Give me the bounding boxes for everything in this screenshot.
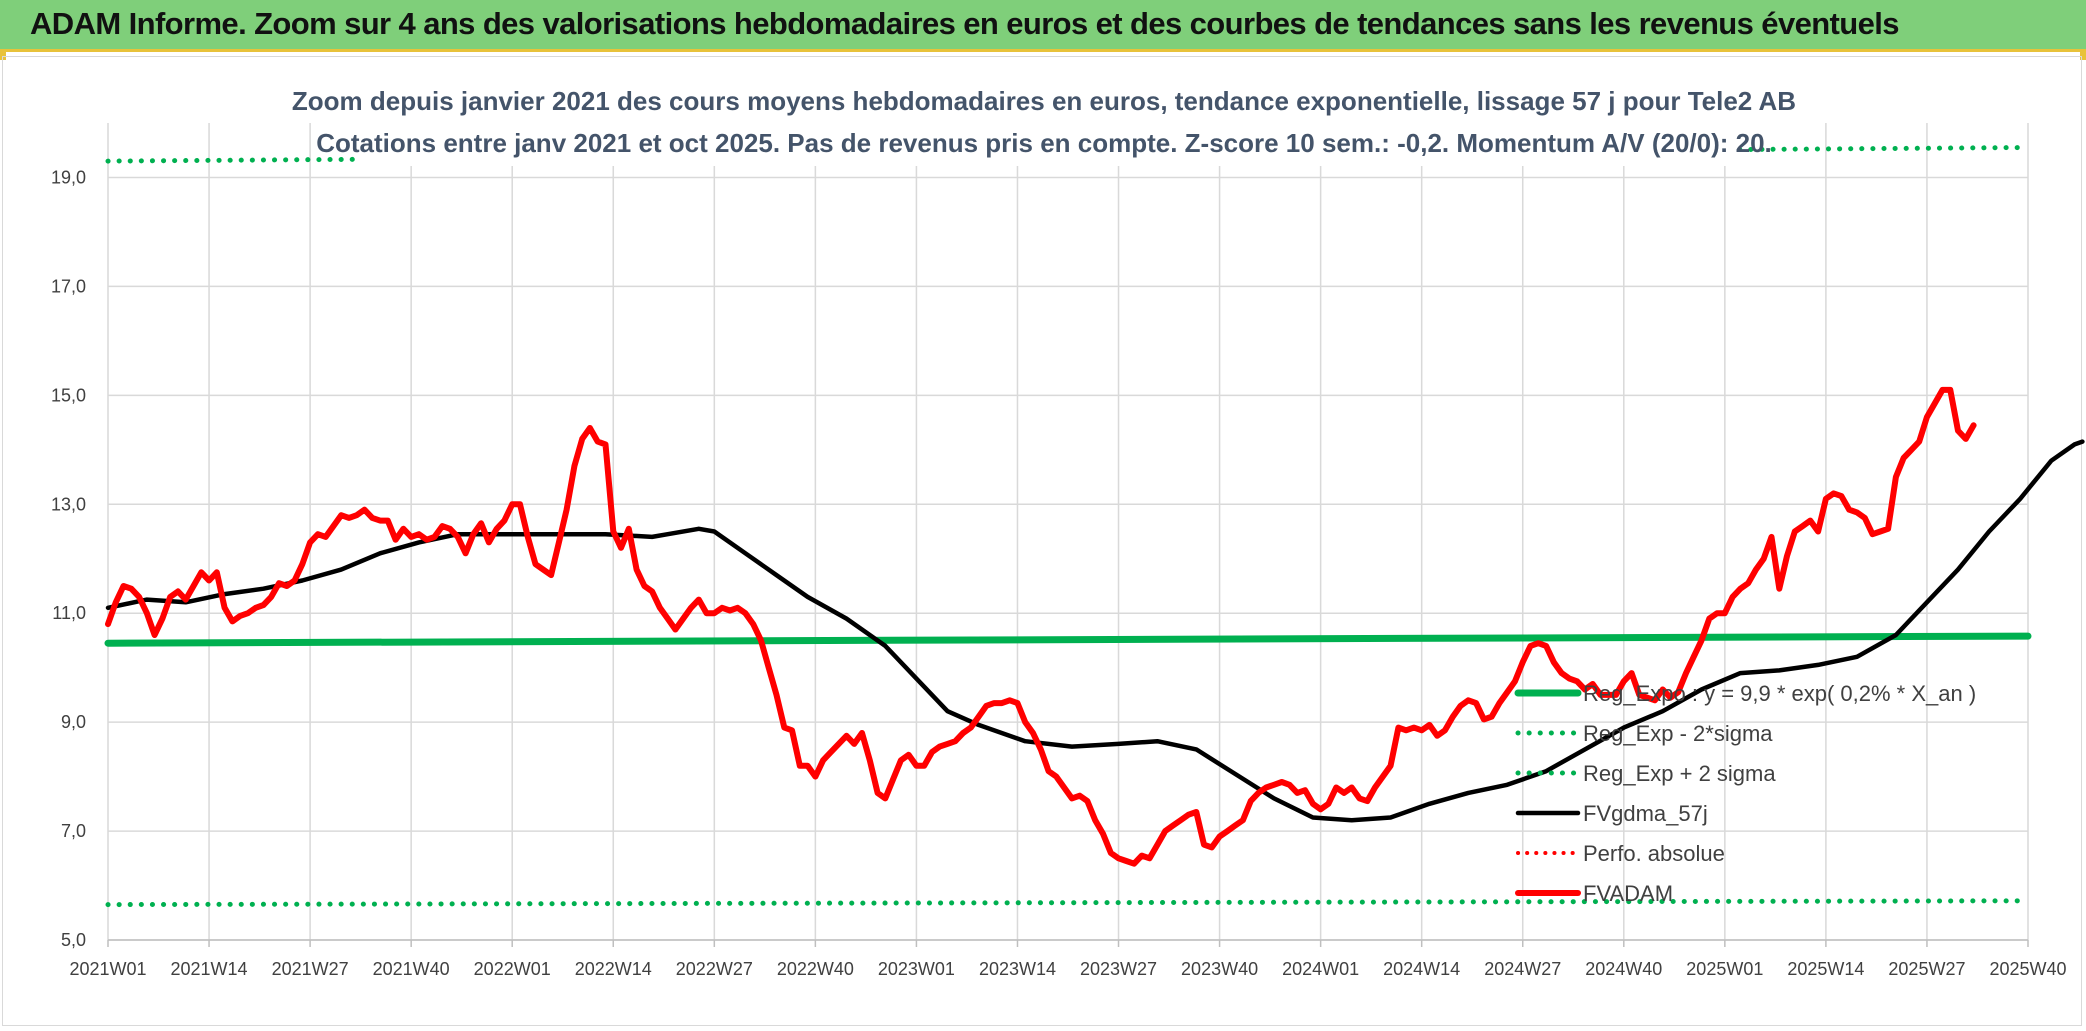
title-background — [355, 80, 1740, 166]
x-tick-label: 2023W40 — [1181, 959, 1258, 979]
x-tick-label: 2023W14 — [979, 959, 1056, 979]
y-tick-label: 9,0 — [61, 712, 86, 732]
legend: Reg_Expo : y = 9,9 * exp( 0,2% * X_an ) R… — [1514, 681, 1976, 906]
x-tick-label: 2024W01 — [1282, 959, 1359, 979]
legend-label: Reg_Exp - 2*sigma — [1583, 721, 1773, 746]
y-tick-label: 19,0 — [51, 167, 86, 187]
x-tick-label: 2022W01 — [474, 959, 551, 979]
x-tick-label: 2021W01 — [69, 959, 146, 979]
x-tick-label: 2024W40 — [1585, 959, 1662, 979]
series-layer — [104, 145, 2085, 908]
y-tick-label: 15,0 — [51, 385, 86, 405]
x-tick-label: 2023W27 — [1080, 959, 1157, 979]
x-tick-label: 2023W01 — [878, 959, 955, 979]
chart-title: Zoom depuis janvier 2021 des cours moyen… — [292, 86, 1796, 116]
x-tick-label: 2022W40 — [777, 959, 854, 979]
y-tick-label: 17,0 — [51, 276, 86, 296]
report-title: ADAM Informe. Zoom sur 4 ans des valoris… — [30, 6, 1900, 41]
grid — [107, 123, 2029, 941]
series-line-fvgdma-57j — [105, 439, 2085, 823]
x-tick-label: 2025W40 — [1989, 959, 2066, 979]
series-line-fvadam — [105, 386, 1977, 867]
x-tick-label: 2025W01 — [1686, 959, 1763, 979]
x-tick-label: 2024W14 — [1383, 959, 1460, 979]
series-line-reg-expo-y-9-9-exp-0-2-x-an — [104, 632, 2032, 647]
x-tick-label: 2022W27 — [676, 959, 753, 979]
chart-titles: Zoom depuis janvier 2021 des cours moyen… — [292, 80, 1796, 166]
y-tick-label: 11,0 — [52, 603, 86, 623]
x-tick-label: 2025W27 — [1888, 959, 1965, 979]
legend-label: Reg_Exp + 2 sigma — [1583, 761, 1776, 786]
legend-label: Perfo. absolue — [1583, 841, 1725, 866]
x-tick-label: 2021W14 — [171, 959, 248, 979]
y-tick-label: 5,0 — [61, 930, 86, 950]
y-tick-label: 13,0 — [51, 494, 86, 514]
x-tick-label: 2025W14 — [1787, 959, 1864, 979]
chart-subtitle: Cotations entre janv 2021 et oct 2025. P… — [316, 128, 1772, 158]
legend-label: FVgdma_57j — [1583, 801, 1708, 826]
x-tick-label: 2024W27 — [1484, 959, 1561, 979]
series-line-reg-exp-2-sigma — [105, 898, 2031, 908]
report-banner: ADAM Informe. Zoom sur 4 ans des valoris… — [0, 0, 2086, 52]
corner-accent-right — [2080, 52, 2086, 60]
legend-label: Reg_Expo : y = 9,9 * exp( 0,2% * X_an ) — [1583, 681, 1976, 706]
y-tick-label: 7,0 — [61, 821, 86, 841]
x-tick-label: 2021W27 — [272, 959, 349, 979]
x-tick-label: 2022W14 — [575, 959, 652, 979]
axes: 5,0 7,0 9,0 11,0 13,0 15,0 17,0 19,0 2021W01 2021… — [51, 167, 2067, 979]
x-tick-label: 2021W40 — [373, 959, 450, 979]
chart-frame — [2, 56, 2082, 1026]
legend-label: FVADAM — [1583, 881, 1673, 906]
